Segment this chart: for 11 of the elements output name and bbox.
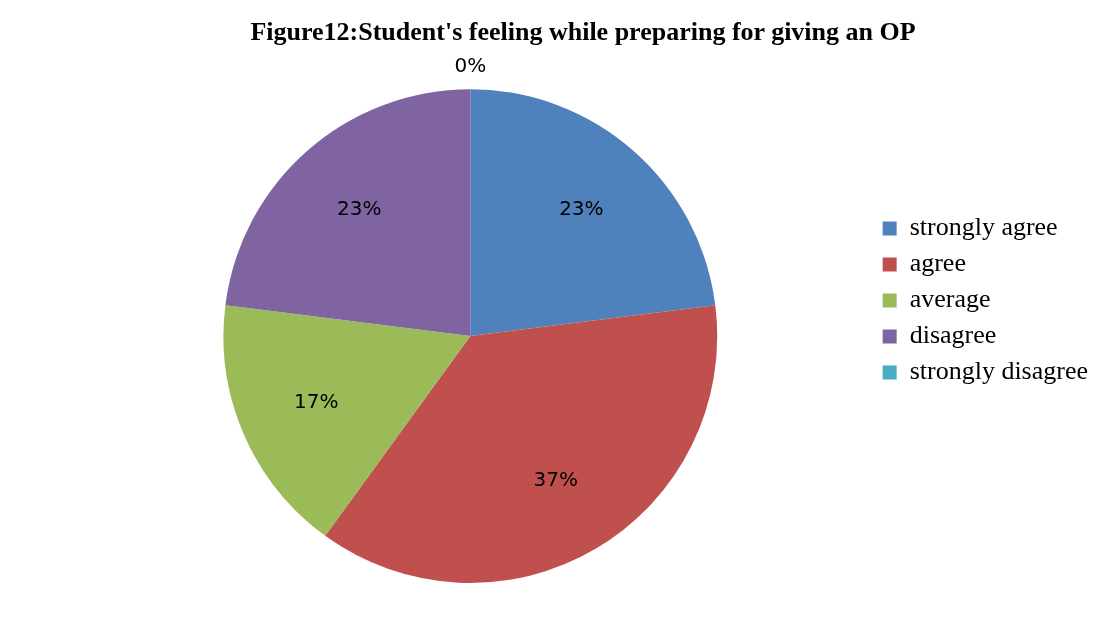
data-label: 17% — [294, 388, 339, 413]
legend-label: strongly disagree — [909, 356, 1088, 386]
legend-label: average — [909, 284, 991, 314]
legend-label: agree — [909, 248, 966, 278]
legend-label: strongly agree — [909, 212, 1058, 242]
text: 0% — [454, 53, 487, 78]
data-label: 23% — [559, 196, 604, 221]
data-label: 37% — [533, 466, 579, 491]
legend-label: disagree — [909, 320, 997, 350]
chart-title: Figure12:Student's feeling while preparing for giving an OP — [250, 17, 916, 47]
data-label: 23% — [337, 196, 382, 221]
